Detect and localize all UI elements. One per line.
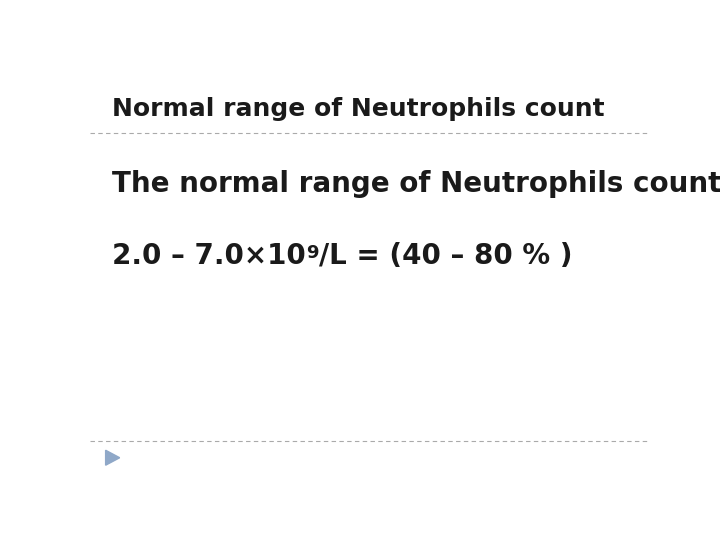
Text: Normal range of Neutrophils count: Normal range of Neutrophils count xyxy=(112,97,605,121)
Text: 9: 9 xyxy=(306,244,318,262)
Text: The normal range of Neutrophils count is :: The normal range of Neutrophils count is… xyxy=(112,170,720,198)
Polygon shape xyxy=(106,450,120,465)
Text: /L = (40 – 80 % ): /L = (40 – 80 % ) xyxy=(318,242,572,271)
Text: 2.0 – 7.0×10: 2.0 – 7.0×10 xyxy=(112,242,306,271)
